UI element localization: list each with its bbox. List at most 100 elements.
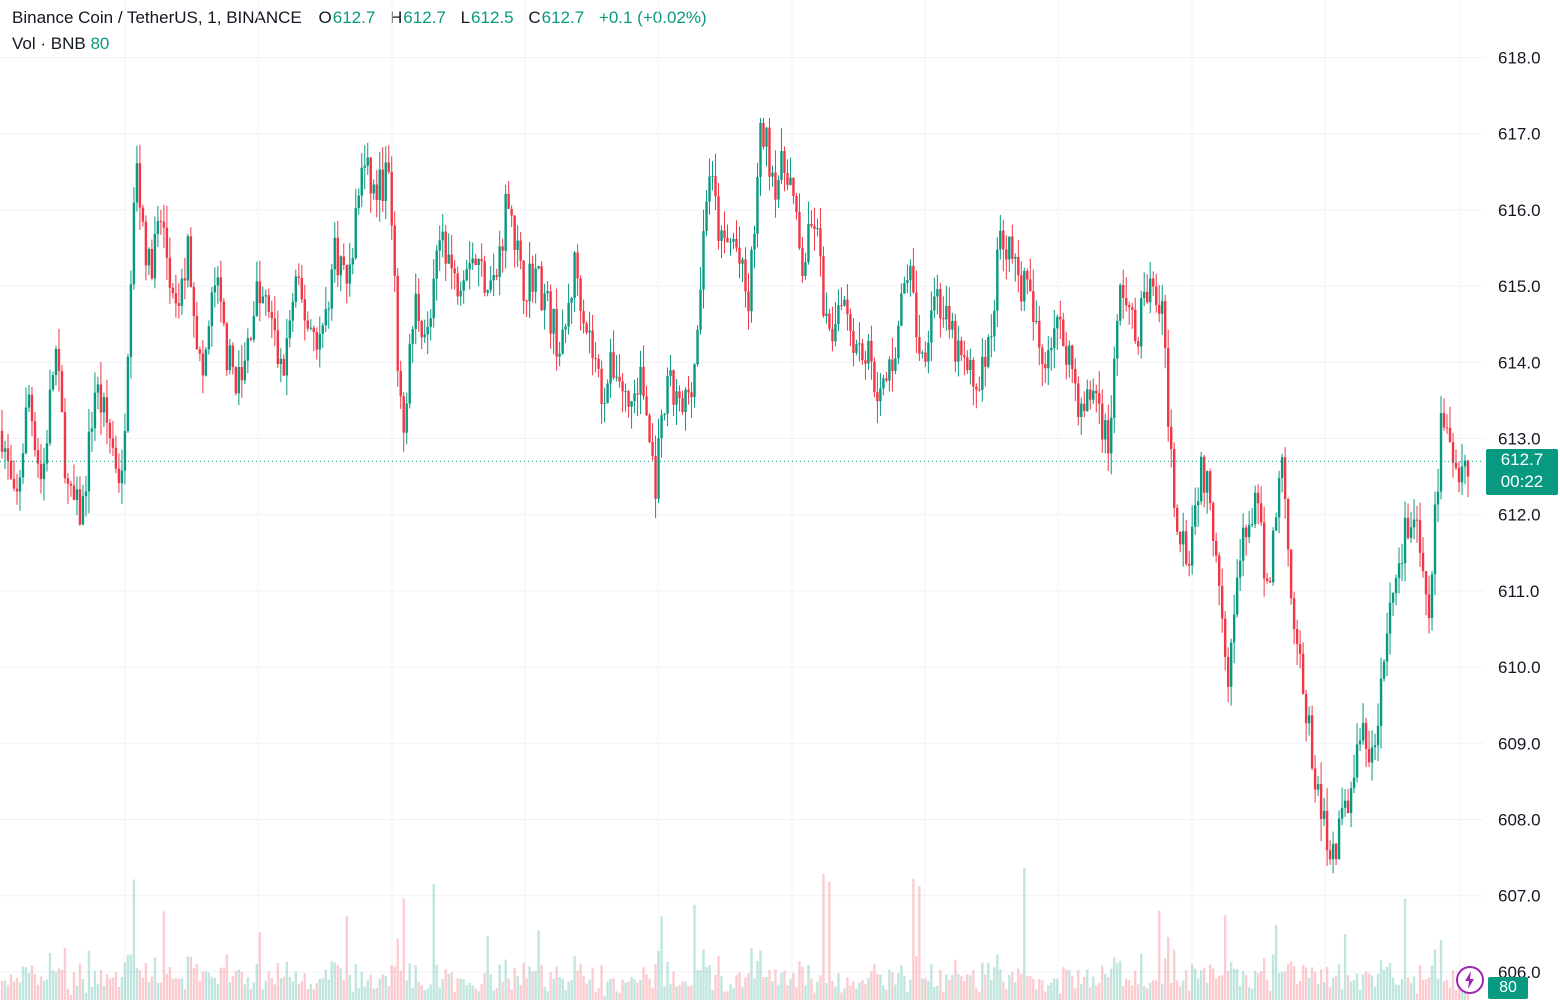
candle xyxy=(1038,305,1041,366)
volume-bar xyxy=(1023,867,1026,1000)
volume-bar xyxy=(774,969,777,1000)
candle xyxy=(873,357,876,398)
candle xyxy=(360,153,363,208)
candle xyxy=(1017,239,1020,293)
volume-bar xyxy=(1164,958,1167,1000)
volume-bar xyxy=(966,974,969,1000)
volume-bar xyxy=(810,978,813,1000)
candle xyxy=(147,247,151,275)
volume-bar xyxy=(582,976,585,1000)
volume-bar xyxy=(1068,970,1071,1000)
candle xyxy=(780,128,783,185)
volume-bar xyxy=(1217,975,1221,1000)
candle xyxy=(1008,236,1011,272)
volume-bar xyxy=(621,979,624,1000)
candle xyxy=(1134,297,1137,345)
price-tick-label: 610.0 xyxy=(1498,658,1541,677)
candle xyxy=(1253,485,1257,529)
candle xyxy=(246,328,250,374)
candle xyxy=(1391,591,1395,617)
volume-bar xyxy=(120,977,124,1000)
volume-bar xyxy=(681,981,684,1000)
symbol-title[interactable]: Binance Coin / TetherUS, 1, BINANCE xyxy=(12,8,302,27)
candle xyxy=(858,322,861,362)
candle xyxy=(981,338,984,402)
candle xyxy=(0,409,4,459)
candle xyxy=(231,342,235,375)
candle xyxy=(837,289,840,332)
candle xyxy=(357,188,360,215)
candle xyxy=(1110,395,1113,475)
volume-bar xyxy=(51,970,55,1000)
flash-icon[interactable] xyxy=(1456,966,1484,994)
candle xyxy=(909,259,912,297)
candle xyxy=(1427,575,1431,634)
candle xyxy=(570,296,573,324)
volume-bar xyxy=(1235,968,1239,1000)
volume-bar xyxy=(384,975,387,1000)
volume-bar xyxy=(948,979,951,1000)
candle xyxy=(921,350,924,359)
candle xyxy=(1235,559,1239,618)
candle xyxy=(1382,659,1386,682)
volume-bar xyxy=(924,978,927,1000)
volume-bar xyxy=(42,980,46,1000)
volume-bar xyxy=(390,965,393,1000)
candle xyxy=(1104,413,1107,454)
volume-label[interactable]: Vol · BNB xyxy=(12,34,86,53)
candle xyxy=(849,308,852,347)
candle xyxy=(1409,511,1413,543)
candle xyxy=(189,227,193,288)
volume-bar xyxy=(1361,974,1365,1000)
candle xyxy=(759,118,762,196)
volume-bar xyxy=(462,979,465,1000)
volume-bar xyxy=(291,981,295,1000)
candle xyxy=(657,418,660,504)
price-tick-label: 616.0 xyxy=(1498,201,1541,220)
volume-bar xyxy=(1196,978,1200,1000)
high-value: 612.7 xyxy=(403,8,446,27)
candle xyxy=(774,150,777,218)
candle xyxy=(804,252,807,280)
volume-bar xyxy=(480,984,483,1000)
candle xyxy=(861,338,864,365)
volume-bar xyxy=(477,991,480,1000)
volume-bar xyxy=(1256,972,1260,1000)
volume-bar xyxy=(1029,975,1032,1000)
volume-bar xyxy=(1125,978,1128,1000)
candle xyxy=(462,270,465,304)
candle xyxy=(459,281,462,306)
candle xyxy=(1340,787,1344,826)
candle xyxy=(318,316,321,368)
candle xyxy=(1226,647,1230,703)
volume-bar xyxy=(921,978,924,1000)
candle xyxy=(75,476,79,516)
volume-bar xyxy=(1214,978,1218,1000)
candle xyxy=(1062,312,1065,347)
volume-bar xyxy=(1095,985,1098,1000)
candle xyxy=(618,354,621,388)
volume-bar xyxy=(288,976,292,1000)
volume-bar xyxy=(561,978,564,1000)
volume-bar xyxy=(303,973,306,1000)
candle xyxy=(1373,733,1377,761)
volume-bar xyxy=(1056,978,1059,1000)
volume-bar xyxy=(696,970,699,1000)
candle xyxy=(480,243,483,277)
candle xyxy=(186,233,190,288)
candle xyxy=(600,360,603,424)
volume-bar xyxy=(732,987,735,1000)
candle xyxy=(27,385,31,413)
candle xyxy=(1158,285,1161,323)
price-tick-label: 609.0 xyxy=(1498,734,1541,753)
candle xyxy=(954,313,957,373)
volume-bar xyxy=(750,948,753,1000)
candle xyxy=(1152,271,1155,297)
candle xyxy=(1355,723,1359,783)
candle xyxy=(1376,703,1380,762)
volume-bar xyxy=(252,982,256,1000)
candle xyxy=(1193,487,1197,535)
candle xyxy=(468,241,471,290)
volume-bar xyxy=(873,963,876,1000)
